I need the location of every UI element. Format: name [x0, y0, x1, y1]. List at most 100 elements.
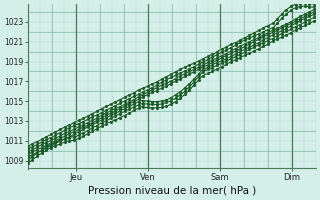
Point [279, 32, 284, 35]
Point [191, 62, 196, 65]
Point [34, 140, 39, 143]
Point [44, 141, 49, 144]
Point [58, 142, 63, 146]
Point [132, 103, 137, 106]
Point [99, 107, 104, 110]
Point [140, 99, 146, 102]
Point [252, 38, 257, 41]
Point [307, 12, 312, 16]
Point [224, 46, 229, 49]
Point [58, 128, 63, 131]
Point [62, 132, 67, 135]
Point [34, 148, 39, 151]
Point [62, 128, 67, 132]
Point [233, 55, 238, 58]
Point [302, 1, 308, 5]
Point [76, 133, 81, 137]
Point [182, 93, 187, 96]
Point [270, 34, 275, 37]
Point [312, 19, 317, 23]
Point [201, 68, 206, 71]
Point [205, 66, 211, 69]
Point [312, 13, 317, 16]
Point [252, 40, 257, 43]
Point [25, 162, 30, 165]
Point [252, 46, 257, 49]
Point [312, 10, 317, 13]
Point [155, 86, 160, 89]
Point [108, 107, 113, 110]
Point [238, 41, 243, 44]
Point [136, 98, 141, 101]
Point [233, 47, 238, 50]
Point [307, 22, 312, 25]
Point [293, 22, 298, 25]
Point [196, 65, 201, 69]
Point [182, 86, 187, 89]
Point [270, 22, 275, 25]
Point [256, 36, 261, 39]
Point [127, 97, 132, 100]
Point [307, 18, 312, 21]
Point [117, 102, 123, 105]
Point [30, 142, 35, 145]
Point [117, 105, 123, 108]
Point [312, 2, 317, 5]
Point [94, 119, 100, 122]
Point [284, 33, 289, 36]
Point [201, 60, 206, 64]
Point [136, 107, 141, 110]
Point [53, 139, 58, 142]
Point [113, 109, 118, 113]
Point [94, 127, 100, 130]
Point [238, 50, 243, 53]
Point [48, 144, 53, 147]
Point [132, 95, 137, 98]
Point [85, 115, 90, 118]
Point [34, 146, 39, 149]
Point [201, 65, 206, 69]
Point [140, 93, 146, 96]
Point [34, 152, 39, 155]
Point [228, 57, 234, 60]
Point [275, 17, 280, 20]
Point [242, 50, 247, 54]
Point [196, 59, 201, 63]
Point [168, 99, 173, 102]
Point [201, 57, 206, 60]
Point [145, 91, 150, 94]
Point [173, 80, 178, 83]
Point [275, 31, 280, 35]
Point [127, 108, 132, 111]
Point [117, 116, 123, 119]
Point [90, 119, 95, 122]
Point [113, 112, 118, 115]
Point [187, 63, 192, 67]
Point [312, 8, 317, 11]
Point [67, 132, 72, 135]
Point [136, 103, 141, 106]
Point [214, 61, 220, 64]
Point [99, 111, 104, 114]
Point [279, 36, 284, 39]
Point [205, 58, 211, 61]
Point [293, 25, 298, 28]
Point [58, 131, 63, 134]
Point [81, 120, 86, 123]
Point [187, 88, 192, 92]
Point [58, 137, 63, 140]
Point [284, 12, 289, 15]
Point [81, 117, 86, 120]
Point [132, 98, 137, 101]
Point [298, 23, 303, 26]
Point [132, 106, 137, 109]
Point [247, 46, 252, 49]
Point [214, 53, 220, 56]
Point [201, 63, 206, 66]
Point [275, 38, 280, 41]
Point [233, 53, 238, 56]
Point [62, 125, 67, 129]
Point [275, 27, 280, 30]
Point [104, 105, 109, 108]
Point [293, 17, 298, 21]
